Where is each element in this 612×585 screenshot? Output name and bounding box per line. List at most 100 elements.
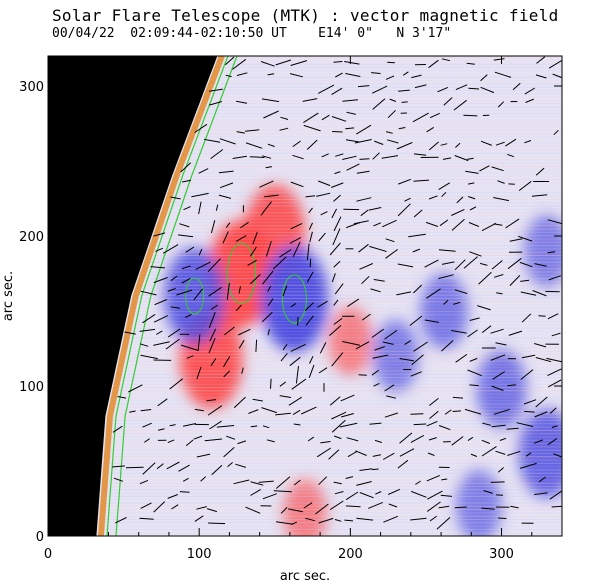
field-vector [170,275,178,282]
field-vector [179,223,190,228]
field-vector [252,232,258,245]
field-vector [455,84,468,91]
field-vector [372,454,381,457]
field-vector [180,344,199,351]
field-vector [139,517,154,520]
field-vector [387,61,395,64]
field-vector [444,409,452,415]
field-vector [399,358,414,362]
field-vector [437,86,449,93]
field-vector [424,319,440,323]
field-vector [235,304,242,312]
field-vector [491,424,506,428]
field-vector [381,155,399,159]
field-vector [491,385,504,391]
field-vector [478,271,492,285]
field-vector [551,425,558,428]
field-vector [463,256,478,269]
field-vector [206,399,217,402]
field-vector [359,468,373,471]
field-vector [507,450,521,456]
field-vector [442,157,452,160]
x-tick-label: 0 [44,547,52,562]
field-vector [210,149,224,160]
field-vector [521,313,532,323]
field-vector [196,366,202,380]
field-vector [493,58,505,61]
field-vector [193,435,203,440]
field-vector [225,56,235,66]
field-vector [524,410,535,413]
field-vector [318,367,328,374]
field-vector [373,279,385,282]
field-vector [153,277,168,284]
field-vector [279,249,292,258]
field-vector [384,412,398,418]
polarity-region-negative [518,408,562,499]
field-vector [411,490,427,498]
field-vector [414,84,427,89]
field-vector [477,305,491,311]
field-vector [456,196,464,204]
field-vector [498,517,507,519]
field-vector [494,71,512,78]
field-vector [223,370,231,378]
field-vector [396,291,412,296]
field-vector [547,438,558,446]
field-vector [252,398,263,402]
field-vector [495,342,507,346]
field-vector [470,453,478,457]
field-vector [356,481,372,486]
field-vector [334,435,342,440]
field-vector [247,259,257,266]
field-vector [267,298,274,306]
field-vector [182,477,189,482]
field-vector [479,165,490,172]
field-vector [413,209,423,218]
field-vector [209,101,223,106]
field-vector [466,62,475,65]
field-vector [216,425,235,428]
field-vector [483,490,493,494]
field-vector [182,179,191,183]
field-vector [454,506,467,509]
field-vector [218,170,234,174]
field-vector [334,519,342,522]
field-vector [223,447,235,458]
field-vector [125,466,144,469]
field-vector [345,73,361,77]
field-vector [305,517,316,522]
field-vector [551,505,562,508]
field-vector [237,440,247,445]
field-vector [233,396,246,409]
polarity-region-positive [328,306,373,376]
field-vector [318,180,331,187]
field-vector [198,248,203,256]
field-vector [512,82,521,91]
y-tick-label: 100 [19,380,44,395]
field-vector [117,396,127,399]
field-vector [342,99,358,102]
field-vector [265,240,272,257]
field-vector [507,257,522,270]
field-vector [480,140,492,146]
field-vector [385,248,398,259]
field-vector [552,73,562,78]
field-vector [411,74,422,79]
field-vector [303,124,321,132]
field-vector [156,463,164,470]
polarity-region-negative [476,349,527,429]
field-vector [413,284,423,294]
field-vector [232,58,247,70]
field-vector [345,127,355,130]
field-vector [238,328,251,336]
field-vector [264,194,279,198]
field-vector [181,265,191,270]
field-vector [397,203,411,217]
field-vector [255,339,258,352]
field-vector [410,371,422,377]
field-vector [204,138,221,143]
field-vector [386,395,397,399]
field-vector [551,332,561,337]
